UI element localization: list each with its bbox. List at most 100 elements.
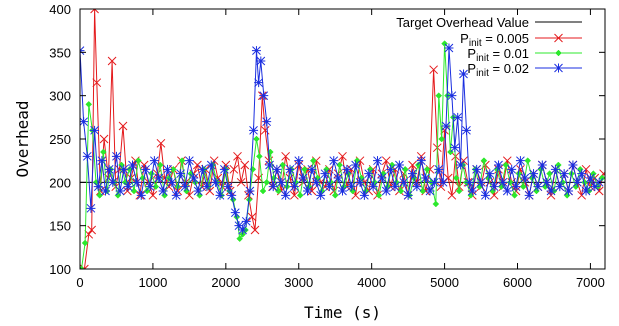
data-point <box>285 164 295 174</box>
data-point <box>386 164 396 174</box>
data-point <box>375 191 383 199</box>
data-point <box>443 173 453 183</box>
data-point <box>145 182 155 192</box>
legend-label-series-1: Pinit = 0.01 <box>467 46 529 64</box>
legend: Target Overhead Value Pinit = 0.005Pinit… <box>396 15 582 79</box>
legend-label-series-2: Pinit = 0.02 <box>467 61 529 79</box>
data-point <box>265 160 275 170</box>
data-point <box>309 157 317 165</box>
data-point <box>401 165 409 173</box>
data-point <box>412 182 422 192</box>
data-point <box>251 46 261 56</box>
data-point <box>515 170 523 178</box>
data-point <box>425 186 435 196</box>
data-point <box>219 164 229 174</box>
data-point <box>520 173 530 183</box>
data-point <box>355 177 365 187</box>
legend-label-rest: = 0.02 <box>489 61 529 76</box>
data-point <box>423 165 431 173</box>
data-point <box>381 156 391 166</box>
legend-label-target: Target Overhead Value <box>396 15 529 30</box>
data-point <box>529 169 539 179</box>
data-point <box>118 121 128 131</box>
data-point <box>546 186 556 196</box>
x-axis-title: Time (s) <box>304 303 381 322</box>
legend-label-rest: = 0.005 <box>482 31 529 46</box>
data-point <box>381 186 391 196</box>
data-point <box>99 134 109 144</box>
data-point <box>101 186 111 196</box>
data-point <box>128 160 137 170</box>
x-tick-label: 4000 <box>357 275 386 290</box>
legend-label-series-0: Pinit = 0.005 <box>460 31 529 49</box>
legend-label-main: P <box>460 31 469 46</box>
data-point <box>249 125 259 135</box>
data-point <box>438 135 446 143</box>
data-point <box>507 164 517 174</box>
data-point <box>247 212 257 222</box>
data-point <box>316 190 326 200</box>
data-point <box>563 191 571 199</box>
data-point <box>485 169 495 179</box>
data-point <box>399 177 409 187</box>
data-point <box>196 191 203 199</box>
data-point <box>533 187 540 195</box>
data-point <box>136 190 146 200</box>
data-point <box>279 161 287 169</box>
data-point <box>452 174 460 182</box>
data-point <box>373 156 382 166</box>
data-point <box>480 190 490 200</box>
data-point <box>394 160 404 170</box>
data-point <box>158 186 168 196</box>
data-point <box>550 164 560 174</box>
data-point <box>351 160 361 170</box>
data-point <box>498 177 508 187</box>
data-point <box>368 182 378 192</box>
data-point <box>461 125 471 135</box>
data-point <box>459 69 469 79</box>
y-tick-label: 150 <box>49 219 71 234</box>
data-point <box>432 200 440 208</box>
data-point <box>555 49 562 57</box>
data-point <box>148 190 158 200</box>
data-point <box>450 143 460 153</box>
data-point <box>447 148 454 156</box>
data-point <box>429 65 438 75</box>
data-point <box>320 169 330 179</box>
data-point <box>90 125 100 135</box>
data-point <box>301 165 308 173</box>
data-point <box>84 229 94 239</box>
data-point <box>130 187 138 195</box>
data-point <box>263 178 271 186</box>
data-point <box>533 182 543 192</box>
data-point <box>86 203 96 213</box>
y-tick-label: 100 <box>49 262 71 277</box>
data-point <box>272 164 282 174</box>
data-point <box>198 164 207 174</box>
data-point <box>171 190 181 200</box>
data-point <box>229 164 239 174</box>
y-tick-label: 400 <box>49 2 71 17</box>
legend-label-main: P <box>467 46 476 61</box>
data-point <box>336 161 343 169</box>
data-point <box>163 164 172 174</box>
x-tick-label: 1000 <box>138 275 167 290</box>
data-point <box>568 160 578 170</box>
series-2 <box>80 43 604 235</box>
data-point <box>90 9 99 14</box>
data-point <box>542 177 552 187</box>
data-point <box>111 151 121 161</box>
data-point <box>176 169 186 179</box>
data-point <box>585 173 595 183</box>
data-point <box>281 151 290 161</box>
data-point <box>421 173 431 183</box>
data-point <box>223 182 233 192</box>
data-point <box>333 173 343 183</box>
x-tick-label: 0 <box>76 275 83 290</box>
data-point <box>149 156 159 166</box>
data-point <box>467 186 477 196</box>
x-tick-label: 5000 <box>430 275 459 290</box>
data-point <box>447 190 457 200</box>
data-point <box>353 157 361 165</box>
